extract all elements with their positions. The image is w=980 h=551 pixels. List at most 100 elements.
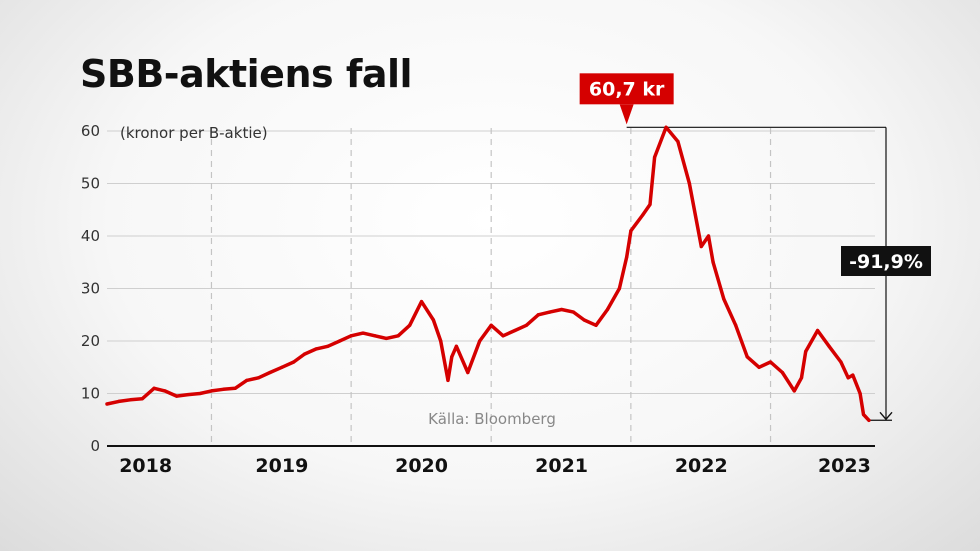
year-label-2023: 2023 [818, 455, 871, 477]
data-point [536, 313, 540, 317]
data-point [489, 323, 493, 327]
data-point [221, 387, 225, 391]
peak-callout-box [579, 73, 674, 105]
data-point [641, 213, 645, 217]
y-axis-tick-labels: 0 10 20 30 40 50 60 [81, 122, 100, 455]
y-tick-label-50: 50 [81, 175, 100, 193]
source-label: Källa: Bloomberg [428, 410, 556, 428]
data-point [419, 300, 424, 304]
data-point [439, 339, 443, 343]
chart-title: SBB-aktiens fall [80, 52, 413, 96]
data-point [706, 234, 711, 238]
data-point [349, 334, 353, 338]
data-point [163, 389, 167, 393]
drop-arrow-head [879, 411, 893, 421]
data-point [617, 286, 621, 291]
data-point [338, 339, 342, 343]
data-point [571, 310, 576, 314]
data-point [827, 344, 831, 348]
data-point [711, 260, 715, 264]
data-point [152, 386, 156, 390]
y-tick-label-10: 10 [81, 385, 100, 403]
data-point [478, 339, 482, 343]
data-point [524, 323, 528, 327]
year-label-2022: 2022 [675, 455, 728, 477]
data-point [664, 125, 668, 129]
data-point [839, 360, 843, 364]
data-point [450, 355, 454, 359]
data-point [501, 334, 505, 338]
series-points [105, 125, 871, 422]
data-point [780, 370, 784, 375]
year-label-2020: 2020 [395, 455, 448, 477]
data-point [768, 360, 773, 364]
y-tick-label-60: 60 [81, 122, 100, 140]
data-point [361, 331, 365, 335]
data-point [105, 402, 109, 406]
data-point [233, 386, 237, 390]
data-point [605, 307, 610, 312]
data-point [280, 365, 284, 369]
data-point [648, 202, 652, 207]
data-point [799, 376, 804, 380]
data-point [745, 355, 749, 359]
data-point [858, 391, 862, 396]
data-point [198, 391, 202, 396]
data-point [446, 378, 450, 382]
data-point [676, 139, 680, 144]
data-point [861, 412, 866, 417]
data-point [652, 155, 657, 159]
x-axis-year-labels: 2018 2019 2020 2021 2022 2023 [119, 455, 871, 477]
data-point [792, 389, 796, 393]
data-point [186, 392, 190, 397]
data-point [268, 370, 272, 375]
data-point [209, 389, 214, 393]
data-point [245, 378, 249, 382]
data-point [454, 344, 458, 348]
data-point [582, 318, 586, 322]
data-point [326, 344, 330, 348]
data-point [117, 399, 121, 403]
drop-label: -91,9% [849, 251, 923, 273]
data-point [851, 373, 855, 377]
data-point [629, 229, 633, 233]
data-point [408, 323, 412, 327]
data-point [292, 360, 296, 364]
data-point [548, 310, 552, 314]
data-point [625, 255, 629, 259]
year-label-2018: 2018 [119, 455, 172, 477]
data-point [128, 398, 132, 402]
data-point [560, 307, 564, 312]
series-line-sbb [105, 125, 871, 423]
peak-callout-pointer [619, 104, 634, 125]
data-point [396, 334, 400, 338]
peak-callout: 60,7 kr [579, 73, 674, 125]
dashed-vertical-gridlines [210, 128, 772, 446]
data-point [734, 323, 738, 327]
data-point [816, 328, 820, 333]
drop-callout: -91,9% [841, 246, 931, 276]
y-tick-label-40: 40 [81, 227, 100, 245]
data-point [175, 394, 179, 398]
data-point [757, 365, 761, 369]
data-point [804, 349, 808, 354]
data-point [314, 347, 318, 351]
year-label-2019: 2019 [255, 455, 308, 477]
data-point [373, 334, 377, 338]
data-point [722, 297, 726, 301]
year-label-2021: 2021 [535, 455, 588, 477]
data-point [687, 181, 692, 186]
data-point [699, 244, 703, 249]
drop-callout-box [841, 246, 931, 276]
y-tick-label-30: 30 [81, 280, 100, 298]
y-tick-label-20: 20 [81, 332, 100, 350]
peak-label: 60,7 kr [589, 78, 665, 100]
data-point [431, 318, 436, 322]
data-point [384, 336, 388, 340]
data-point [140, 397, 144, 401]
data-point [256, 376, 261, 380]
data-point [302, 352, 307, 356]
data-point [466, 370, 470, 375]
data-point [867, 418, 871, 422]
